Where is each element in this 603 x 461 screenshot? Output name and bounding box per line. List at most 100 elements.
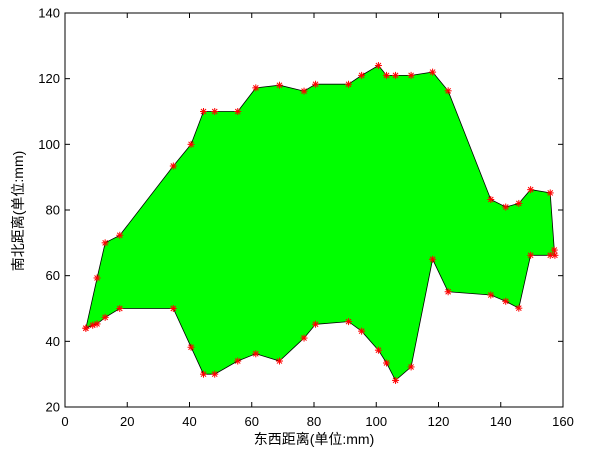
boundary-point-marker <box>275 357 283 365</box>
marker-stroke <box>358 72 365 79</box>
boundary-point-marker <box>300 334 308 342</box>
boundary-point-marker <box>407 363 415 371</box>
marker-stroke <box>383 360 390 366</box>
x-tick-label: 60 <box>245 414 259 429</box>
marker-stroke <box>301 88 307 95</box>
marker-stroke <box>345 318 352 325</box>
boundary-point-marker <box>200 370 208 378</box>
marker-stroke <box>116 232 123 239</box>
x-tick-label: 0 <box>61 414 68 429</box>
plot-area <box>82 62 559 384</box>
boundary-point-marker <box>550 246 558 254</box>
marker-stroke <box>276 358 283 364</box>
marker-stroke <box>170 305 177 312</box>
boundary-point-marker <box>345 80 353 88</box>
y-tick-label: 100 <box>38 137 60 152</box>
boundary-point-marker <box>515 304 523 312</box>
marker-stroke <box>188 141 194 148</box>
boundary-point-marker <box>429 68 437 76</box>
boundary-point-marker <box>374 62 382 70</box>
boundary-point-marker <box>89 321 97 329</box>
boundary-point-marker <box>546 189 554 197</box>
marker-stroke <box>252 350 259 357</box>
x-tick-label: 40 <box>182 414 196 429</box>
marker-stroke <box>515 200 522 207</box>
y-tick-label: 60 <box>46 268 60 283</box>
marker-stroke <box>200 371 207 378</box>
boundary-point-marker <box>502 297 510 305</box>
marker-stroke <box>429 69 436 75</box>
boundary-point-marker <box>392 376 400 384</box>
marker-stroke <box>211 108 218 115</box>
boundary-point-marker <box>82 324 90 332</box>
marker-stroke <box>94 275 100 281</box>
x-tick-label: 80 <box>307 414 321 429</box>
boundary-point-marker <box>187 343 195 351</box>
x-tick-label: 140 <box>490 414 512 429</box>
marker-stroke <box>345 81 352 88</box>
marker-stroke <box>170 163 177 169</box>
marker-stroke <box>375 347 382 354</box>
marker-stroke <box>487 292 494 298</box>
marker-stroke <box>102 314 109 321</box>
boundary-point-marker <box>234 108 242 115</box>
marker-stroke <box>392 377 399 384</box>
marker-stroke <box>301 335 307 341</box>
y-axis-label: 南北距离(单位:mm) <box>10 151 26 272</box>
boundary-point-marker <box>200 108 208 115</box>
y-tick-label: 120 <box>38 71 60 86</box>
y-tick-label: 140 <box>38 6 60 21</box>
boundary-point-marker <box>116 231 124 239</box>
marker-stroke <box>552 252 558 259</box>
boundary-point-marker <box>187 140 195 148</box>
marker-stroke <box>527 186 534 193</box>
x-tick-label: 160 <box>552 414 574 429</box>
marker-stroke <box>312 81 319 88</box>
boundary-point-marker <box>407 71 415 79</box>
marker-stroke <box>234 358 241 364</box>
marker-stroke <box>82 325 89 332</box>
marker-stroke <box>102 239 109 246</box>
marker-stroke <box>252 84 259 91</box>
boundary-point-marker <box>312 80 320 88</box>
boundary-point-marker <box>527 251 535 259</box>
boundary-point-marker <box>211 108 219 115</box>
boundary-point-marker <box>169 162 177 170</box>
boundary-point-marker <box>546 251 554 259</box>
marker-stroke <box>547 190 554 196</box>
boundary-point-marker <box>374 346 382 354</box>
marker-stroke <box>551 247 558 253</box>
boundary-point-marker <box>300 87 308 95</box>
marker-stroke <box>200 108 207 115</box>
marker-stroke <box>116 305 123 312</box>
marker-stroke <box>408 72 414 79</box>
boundary-point-marker <box>515 199 523 207</box>
boundary-point-marker <box>444 288 452 296</box>
boundary-point-marker <box>527 186 535 194</box>
marker-stroke <box>502 204 509 210</box>
boundary-point-marker <box>502 203 510 211</box>
boundary-point-marker <box>252 84 260 92</box>
boundary-point-marker <box>383 71 391 79</box>
boundary-point-marker <box>383 359 391 367</box>
marker-stroke <box>89 322 96 329</box>
boundary-point-marker <box>392 71 400 79</box>
boundary-point-marker <box>358 71 366 79</box>
y-tick-label: 40 <box>46 334 60 349</box>
marker-stroke <box>234 108 241 115</box>
boundary-point-marker <box>429 255 437 263</box>
marker-stroke <box>358 328 365 335</box>
marker-stroke <box>502 298 509 305</box>
marker-stroke <box>445 87 452 94</box>
boundary-point-marker <box>116 305 124 312</box>
y-tick-label: 20 <box>46 400 60 415</box>
boundary-point-marker <box>101 239 109 247</box>
boundary-point-marker <box>93 320 101 328</box>
boundary-point-marker <box>275 81 283 89</box>
x-tick-label: 20 <box>120 414 134 429</box>
boundary-point-marker <box>101 313 109 321</box>
boundary-point-marker <box>234 357 242 365</box>
x-axis-label: 东西距离(单位:mm) <box>254 431 375 447</box>
marker-stroke <box>211 371 218 378</box>
